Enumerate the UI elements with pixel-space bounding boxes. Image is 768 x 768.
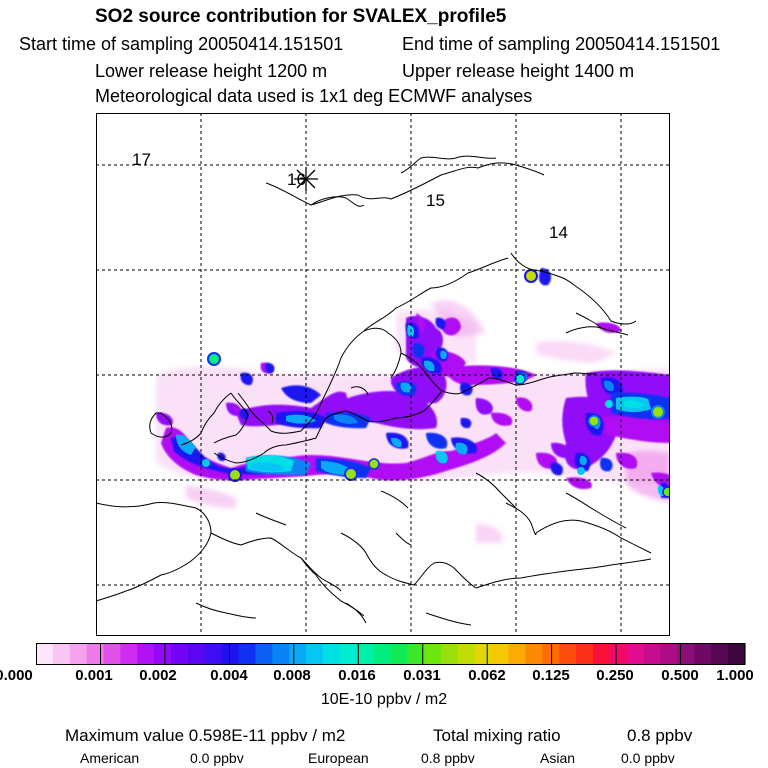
colorbar-cell xyxy=(424,643,442,665)
colorbar-cell xyxy=(154,643,172,665)
colorbar-cell xyxy=(508,643,527,665)
upper-release-label: Upper release height 1400 m xyxy=(402,61,635,81)
total-mixing-ratio-label: Total mixing ratio xyxy=(433,726,561,745)
colorbar-cell xyxy=(322,643,341,665)
colorbar-cell xyxy=(643,643,662,665)
colorbar-tick-label: 0.125 xyxy=(532,667,570,684)
colorbar-cell xyxy=(86,643,105,665)
emission-maxima xyxy=(202,269,670,498)
colorbar-cell xyxy=(441,643,459,665)
colorbar-tick-label: 0.500 xyxy=(661,667,699,684)
total-mixing-ratio-value: 0.8 ppbv xyxy=(627,726,693,745)
max-value-label: Maximum value 0.598E-11 ppbv / m2 xyxy=(65,726,346,745)
colorbar-cell xyxy=(137,643,155,665)
colorbar-cell xyxy=(187,643,206,665)
colorbar-cell xyxy=(728,643,746,665)
met-data-label: Meteorological data used is 1x1 deg ECMW… xyxy=(95,86,533,106)
colorbar-cell xyxy=(677,643,695,665)
colorbar-cell xyxy=(272,643,290,665)
asian-value: 0.0 ppbv xyxy=(621,750,675,766)
colorbar-cell xyxy=(474,643,493,665)
colorbar-tick-label: 0.004 xyxy=(210,667,248,684)
lower-release-label: Lower release height 1200 m xyxy=(95,61,328,81)
colorbar-cell xyxy=(458,643,476,665)
colorbar-cell xyxy=(626,643,645,665)
colorbar-cell xyxy=(491,643,510,665)
colorbar-cell xyxy=(52,643,71,665)
colorbar-tick-label: 0.002 xyxy=(139,667,177,684)
colorbar-tick-label: 1.000 xyxy=(716,667,754,684)
colorbar-cell xyxy=(238,643,257,665)
european-label: European xyxy=(308,750,369,766)
colorbar-cell xyxy=(221,643,240,665)
colorbar-cell xyxy=(525,643,544,665)
colorbar-cell xyxy=(204,643,223,665)
colorbar-tick-label: 0.062 xyxy=(468,667,506,684)
colorbar-cell xyxy=(390,643,408,665)
star-marker-icon xyxy=(294,167,318,191)
colorbar-cell xyxy=(407,643,425,665)
colorbar-cell xyxy=(711,643,729,665)
asian-label: Asian xyxy=(540,750,576,766)
colorbar-tick-label: 0.250 xyxy=(596,667,634,684)
colorbar-cell xyxy=(289,643,307,665)
colorbar xyxy=(36,643,746,665)
trajectory-label-14: 14 xyxy=(549,223,568,242)
colorbar-tick-label: 0.031 xyxy=(403,667,441,684)
colorbar-cell xyxy=(339,643,358,665)
colorbar-cell xyxy=(373,643,392,665)
end-time-label: End time of sampling 20050414.151501 xyxy=(402,34,721,54)
colorbar-cell xyxy=(171,643,189,665)
colorbar-cell xyxy=(103,643,121,665)
map-frame xyxy=(96,113,670,636)
source-contribution-map: 17 16 15 14 xyxy=(96,113,670,636)
coastlines xyxy=(96,155,652,626)
colorbar-cell xyxy=(559,643,577,665)
colorbar-cell xyxy=(255,643,273,665)
colorbar-cell xyxy=(69,643,88,665)
trajectory-label-15: 15 xyxy=(426,191,445,210)
colorbar-cell xyxy=(36,643,54,665)
colorbar-cell xyxy=(593,643,611,665)
colorbar-tick-label: 0.001 xyxy=(75,667,113,684)
colorbar-tick-label: 0.016 xyxy=(338,667,376,684)
colorbar-cell xyxy=(694,643,712,665)
european-value: 0.8 ppbv xyxy=(421,750,475,766)
colorbar-cell xyxy=(576,643,594,665)
colorbar-cell xyxy=(306,643,324,665)
colorbar-tick-label: 0.008 xyxy=(273,667,311,684)
american-label: American xyxy=(80,750,140,766)
start-time-label: Start time of sampling 20050414.151501 xyxy=(19,34,344,54)
colorbar-unit-label: 10E-10 ppbv / m2 xyxy=(320,691,448,708)
colorbar-cell xyxy=(609,643,628,665)
plot-title: SO2 source contribution for SVALEX_profi… xyxy=(95,6,507,27)
american-value: 0.0 ppbv xyxy=(190,750,244,766)
colorbar-cell xyxy=(356,643,375,665)
colorbar-cell xyxy=(120,643,138,665)
colorbar-cell xyxy=(660,643,679,665)
trajectory-label-17: 17 xyxy=(132,150,151,169)
colorbar-tick-label: 0.000 xyxy=(0,667,33,684)
emission-band-cyan xyxy=(176,325,665,497)
